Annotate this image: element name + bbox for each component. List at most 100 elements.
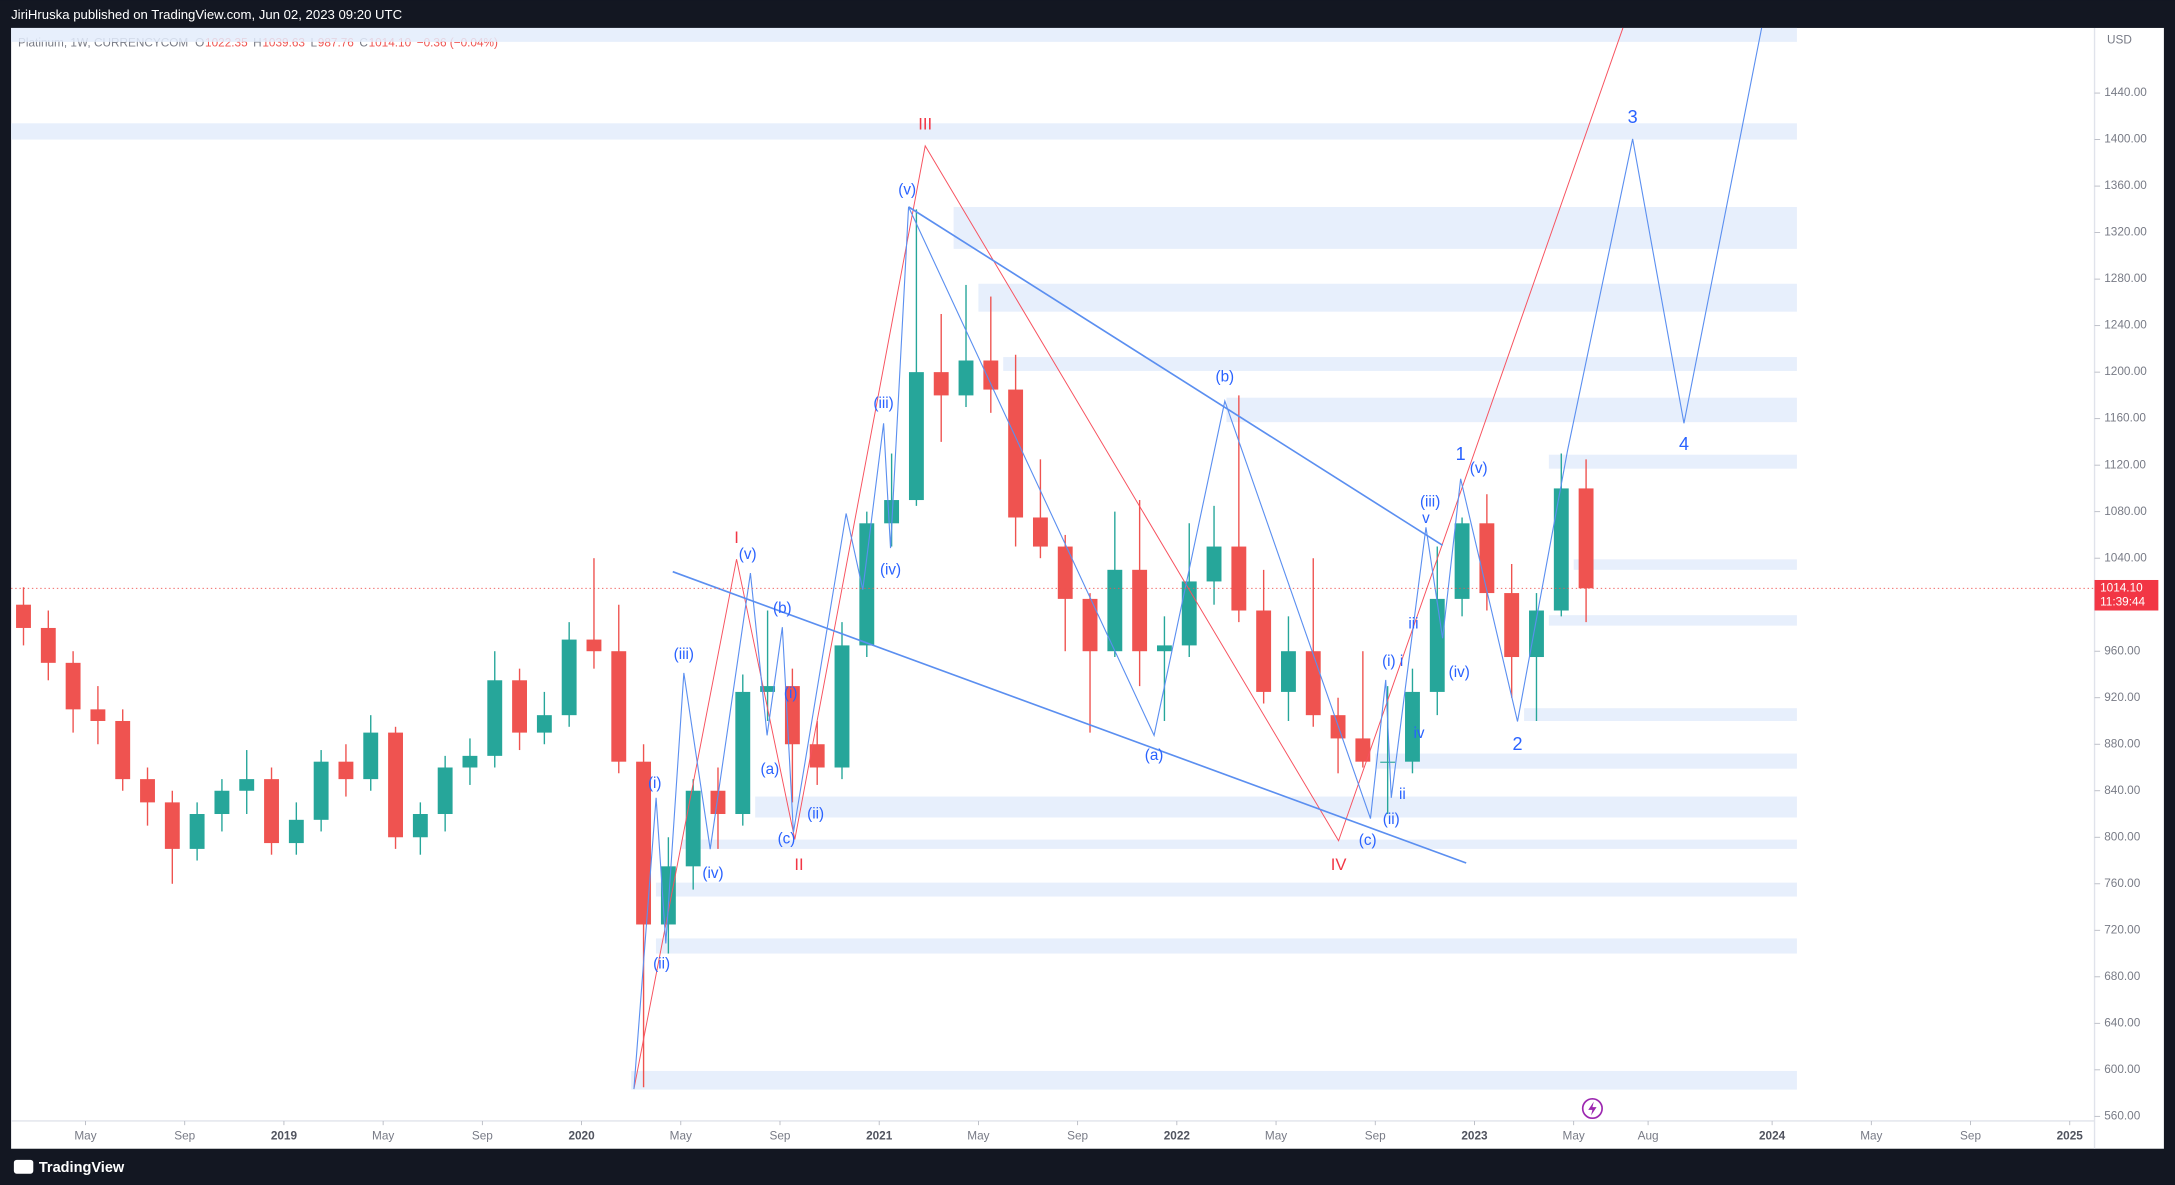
candle-body <box>313 761 329 820</box>
candle-body <box>685 790 701 867</box>
candle-body <box>462 755 478 768</box>
y-tick-label: 1240.00 <box>2104 319 2147 332</box>
x-tick-label: 2023 <box>1461 1129 1488 1142</box>
wave-label: (b) <box>773 600 792 617</box>
candle-body <box>1256 610 1272 692</box>
candle-body <box>189 814 205 849</box>
wave-label: (a) <box>761 761 780 778</box>
candle-body <box>1181 581 1197 646</box>
candle-body <box>611 651 627 762</box>
countdown: 11:39:44 <box>2100 595 2145 608</box>
axes: 560.00 600.00 640.00 680.00 720.00 760.00 800.… <box>11 86 2159 1142</box>
wave-label: (v) <box>898 181 916 198</box>
x-tick-label: 2025 <box>2057 1129 2084 1142</box>
candle-body <box>16 604 31 628</box>
y-tick-label: 680.00 <box>2104 970 2140 983</box>
candle-body <box>264 779 279 844</box>
wave-label: (i) i <box>1382 653 1403 670</box>
y-tick-label: 1160.00 <box>2104 412 2146 425</box>
candle-body <box>512 680 527 733</box>
candle-body <box>958 360 974 396</box>
wave-label: (ii) <box>807 805 824 822</box>
price-zone <box>1548 615 1797 626</box>
candle-body <box>1032 517 1048 547</box>
price-zone <box>1375 753 1797 769</box>
y-tick-label: 840.00 <box>2104 784 2140 797</box>
price-zone <box>755 796 1797 818</box>
candle-body <box>1553 488 1569 611</box>
price-zone <box>1226 397 1797 423</box>
chart-area <box>11 27 2164 1149</box>
brand: TradingView <box>39 1160 125 1176</box>
candle-body <box>1529 610 1544 658</box>
candle-body <box>760 686 776 692</box>
event-icon[interactable] <box>1581 1097 1603 1120</box>
wave-label: 2 <box>1512 734 1522 754</box>
candle-body <box>288 819 304 844</box>
wave-label: (iv) <box>880 561 901 578</box>
price-zone <box>1573 559 1797 570</box>
wave-label: (a) <box>1145 747 1164 764</box>
price-zone <box>953 207 1797 249</box>
unit-label: USD <box>2107 34 2132 47</box>
candle-body <box>1305 651 1321 716</box>
lower-trendline <box>672 570 1467 864</box>
x-tick-label: May <box>670 1129 692 1142</box>
last-price-label: 1014.10 <box>2100 581 2143 594</box>
y-tick-label: 800.00 <box>2104 830 2140 843</box>
wave-label: iv <box>1414 725 1425 742</box>
wave-label: 3 <box>1628 107 1638 127</box>
candle-body <box>214 790 230 815</box>
y-tick-label: 880.00 <box>2104 737 2140 750</box>
price-zone <box>1003 357 1797 371</box>
brand-logo <box>13 1159 34 1174</box>
candle-body <box>536 715 552 733</box>
y-tick-label: 560.00 <box>2104 1109 2140 1122</box>
x-tick-label: May <box>1860 1129 1882 1142</box>
candle-body <box>1504 593 1520 658</box>
candle-body <box>40 627 56 663</box>
candle-body <box>1380 761 1396 763</box>
y-tick-label: 1040.00 <box>2104 551 2147 564</box>
price-zone <box>631 1070 1797 1090</box>
candle-body <box>437 767 453 815</box>
wave-label: (iv) <box>702 865 723 882</box>
candle-body <box>561 639 577 716</box>
y-tick-label: 960.00 <box>2104 644 2140 657</box>
wave-drawings <box>633 27 1763 1090</box>
wave-label: (iv) <box>1449 664 1470 681</box>
candle-body <box>164 802 180 849</box>
wave-label: I <box>734 528 739 547</box>
candle-body <box>908 372 924 501</box>
wave-label: II <box>794 855 803 874</box>
candle-body <box>1008 389 1024 518</box>
candle-body <box>90 709 106 721</box>
x-tick-label: 2019 <box>271 1129 298 1142</box>
price-zone <box>11 123 1797 140</box>
price-zone <box>655 938 1797 954</box>
x-tick-label: Sep <box>770 1129 791 1142</box>
legend-key: O <box>195 36 204 49</box>
candle-body <box>1405 691 1420 762</box>
last-price-box <box>2094 579 2159 611</box>
price-zone <box>11 27 1797 42</box>
wave-label: (v) <box>739 546 757 563</box>
x-tick-label: May <box>74 1129 96 1142</box>
legend-key: L <box>311 36 318 49</box>
x-tick-label: May <box>1265 1129 1287 1142</box>
candle-body <box>1429 598 1445 692</box>
wave-label: (i) <box>784 685 798 702</box>
upper-trendline <box>908 206 1444 547</box>
candle-body <box>636 761 652 925</box>
candle-body <box>1156 645 1172 652</box>
price-zone <box>680 839 1797 849</box>
candle-body <box>65 662 81 710</box>
wave-label: iii <box>1408 615 1418 632</box>
candle-body <box>412 814 428 838</box>
candle-body <box>660 866 676 925</box>
wave-label: 4 <box>1679 434 1689 454</box>
candles <box>16 209 1594 1088</box>
candle-body <box>1355 738 1371 762</box>
byline: JiriHruska published on TradingView.com,… <box>11 7 402 22</box>
